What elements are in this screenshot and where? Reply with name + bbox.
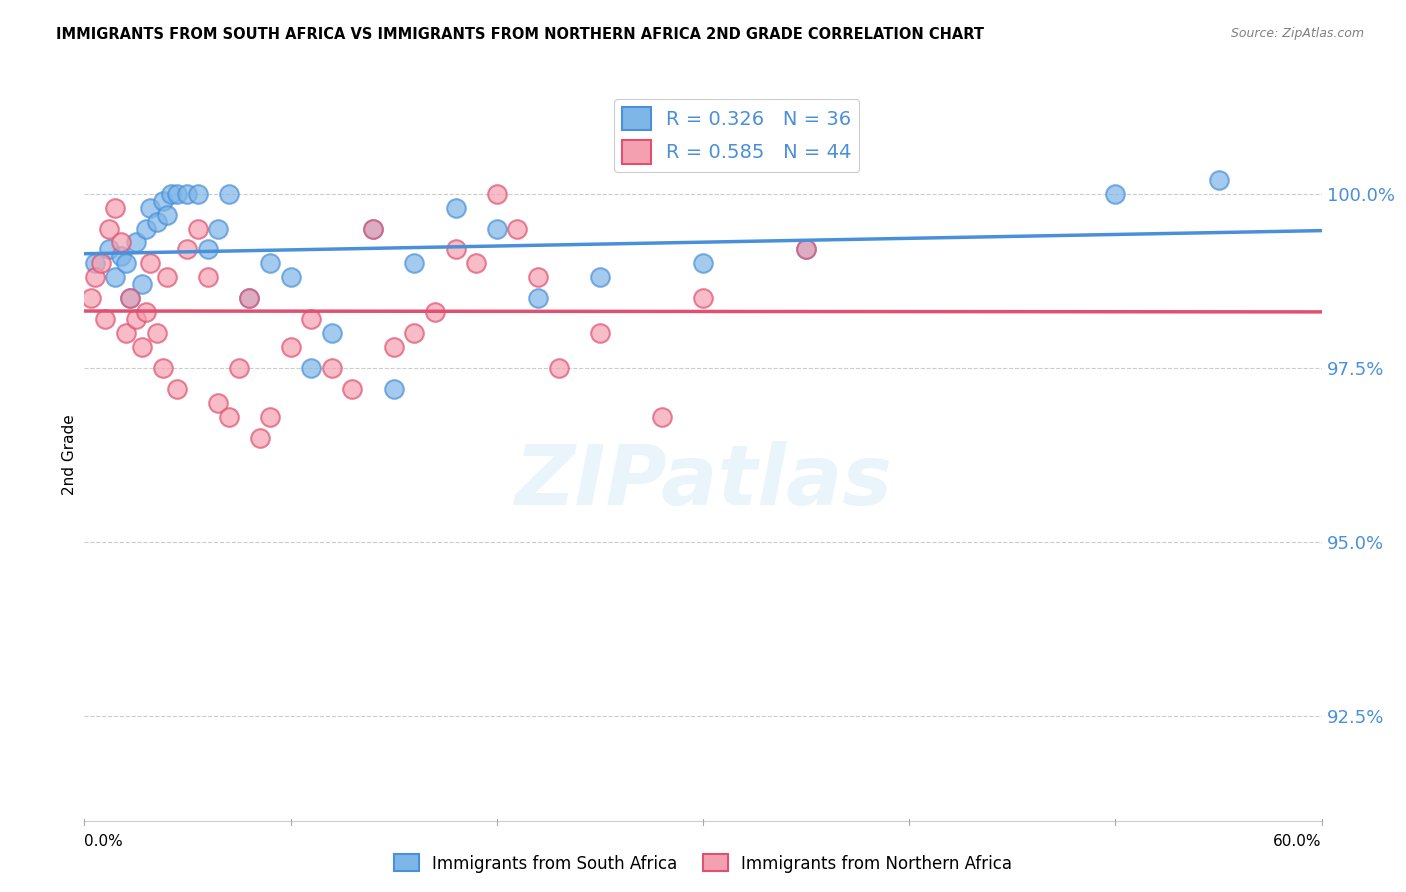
Point xyxy=(321,326,343,340)
Point xyxy=(176,243,198,257)
Point xyxy=(197,270,219,285)
Legend: Immigrants from South Africa, Immigrants from Northern Africa: Immigrants from South Africa, Immigrants… xyxy=(388,847,1018,880)
Point xyxy=(118,291,141,305)
Text: Source: ZipAtlas.com: Source: ZipAtlas.com xyxy=(1230,27,1364,40)
Point xyxy=(94,312,117,326)
Point xyxy=(83,270,105,285)
Point xyxy=(1104,186,1126,201)
Point xyxy=(125,235,148,250)
Text: IMMIGRANTS FROM SOUTH AFRICA VS IMMIGRANTS FROM NORTHERN AFRICA 2ND GRADE CORREL: IMMIGRANTS FROM SOUTH AFRICA VS IMMIGRAN… xyxy=(56,27,984,42)
Point xyxy=(98,221,121,235)
Point xyxy=(259,409,281,424)
Point xyxy=(114,256,136,270)
Point xyxy=(110,249,132,263)
Point xyxy=(152,194,174,208)
Point xyxy=(98,243,121,257)
Point xyxy=(156,208,179,222)
Point xyxy=(139,256,162,270)
Point xyxy=(104,201,127,215)
Point xyxy=(280,340,302,354)
Point xyxy=(131,340,153,354)
Point xyxy=(527,270,550,285)
Point xyxy=(90,256,112,270)
Point xyxy=(361,221,384,235)
Point xyxy=(238,291,260,305)
Point xyxy=(139,201,162,215)
Point xyxy=(218,409,240,424)
Point xyxy=(692,291,714,305)
Point xyxy=(118,291,141,305)
Point xyxy=(249,430,271,444)
Point xyxy=(125,312,148,326)
Point xyxy=(527,291,550,305)
Point xyxy=(589,270,612,285)
Point xyxy=(485,186,508,201)
Point xyxy=(156,270,179,285)
Point xyxy=(135,305,157,319)
Point xyxy=(404,256,426,270)
Point xyxy=(238,291,260,305)
Point xyxy=(110,235,132,250)
Point xyxy=(423,305,446,319)
Point xyxy=(259,256,281,270)
Point xyxy=(280,270,302,285)
Point xyxy=(104,270,127,285)
Text: 60.0%: 60.0% xyxy=(1274,834,1322,849)
Point xyxy=(299,312,322,326)
Point xyxy=(794,243,817,257)
Point xyxy=(321,360,343,375)
Point xyxy=(299,360,322,375)
Point xyxy=(547,360,569,375)
Point xyxy=(131,277,153,292)
Point xyxy=(794,243,817,257)
Point xyxy=(444,243,467,257)
Point xyxy=(465,256,488,270)
Point xyxy=(1208,173,1230,187)
Point xyxy=(218,186,240,201)
Point xyxy=(506,221,529,235)
Point xyxy=(166,382,188,396)
Point xyxy=(176,186,198,201)
Text: ZIPatlas: ZIPatlas xyxy=(515,442,891,522)
Point xyxy=(404,326,426,340)
Point xyxy=(114,326,136,340)
Point xyxy=(692,256,714,270)
Point xyxy=(651,409,673,424)
Text: 0.0%: 0.0% xyxy=(84,834,124,849)
Point xyxy=(382,340,405,354)
Point xyxy=(228,360,250,375)
Point xyxy=(207,221,229,235)
Point xyxy=(160,186,183,201)
Point xyxy=(207,395,229,409)
Point xyxy=(135,221,157,235)
Point xyxy=(382,382,405,396)
Point xyxy=(79,291,101,305)
Legend: R = 0.326   N = 36, R = 0.585   N = 44: R = 0.326 N = 36, R = 0.585 N = 44 xyxy=(614,99,859,171)
Point xyxy=(485,221,508,235)
Point xyxy=(197,243,219,257)
Point xyxy=(361,221,384,235)
Point xyxy=(166,186,188,201)
Point xyxy=(145,326,167,340)
Y-axis label: 2nd Grade: 2nd Grade xyxy=(62,415,77,495)
Point xyxy=(589,326,612,340)
Point xyxy=(187,186,209,201)
Point xyxy=(83,256,105,270)
Point xyxy=(342,382,364,396)
Point xyxy=(187,221,209,235)
Point xyxy=(444,201,467,215)
Point xyxy=(145,214,167,228)
Point xyxy=(152,360,174,375)
